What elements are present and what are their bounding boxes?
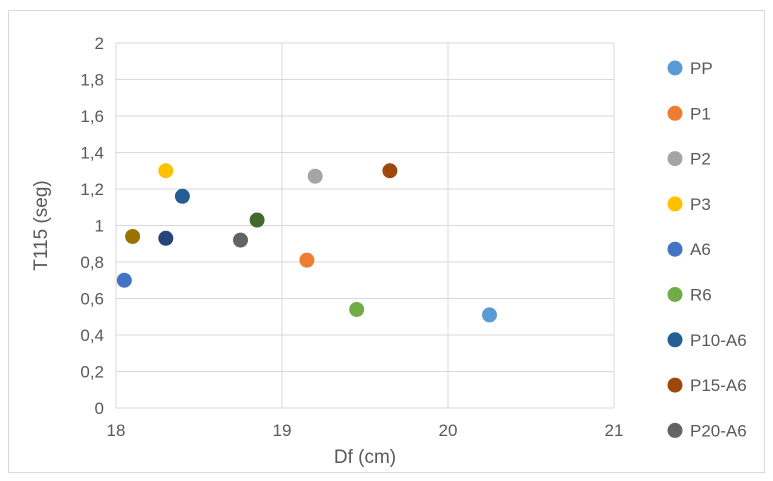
x-tick-label: 20 bbox=[439, 421, 458, 440]
y-axis-title: T115 (seg) bbox=[31, 180, 52, 270]
legend-marker-r6 bbox=[667, 287, 683, 302]
y-tick-label: 0,4 bbox=[80, 326, 104, 345]
legend-label-pp: PP bbox=[690, 59, 713, 78]
y-tick-labels: 0 0,2 0,4 0,6 0,8 1 1,2 1,4 1,6 1,8 2 bbox=[80, 34, 104, 418]
legend-marker-p10-a6 bbox=[667, 332, 683, 348]
data-point-p1 bbox=[299, 252, 315, 268]
legend-marker-a6 bbox=[667, 241, 683, 257]
y-tick-label: 1,2 bbox=[80, 180, 104, 199]
y-tick-label: 2 bbox=[95, 34, 104, 53]
y-tick-label: 0 bbox=[95, 399, 104, 418]
x-tick-labels: 18 19 20 21 bbox=[107, 421, 624, 440]
x-tick-label: 21 bbox=[605, 421, 624, 440]
data-point-p10-a6 bbox=[174, 188, 190, 204]
legend-label-r6: R6 bbox=[690, 286, 712, 305]
legend-label-a6: A6 bbox=[690, 240, 711, 259]
y-tick-label: 0,8 bbox=[80, 253, 104, 272]
legend-marker-p20-a6 bbox=[667, 422, 683, 438]
data-point-p2 bbox=[307, 168, 323, 184]
data-points bbox=[116, 163, 497, 323]
data-point-a6 bbox=[116, 272, 132, 288]
x-axis-title: Df (cm) bbox=[334, 447, 396, 468]
legend-marker-p2 bbox=[667, 151, 683, 167]
data-point-p20-a6 bbox=[233, 232, 248, 248]
data-point-p25-a6 bbox=[125, 228, 141, 244]
data-point-r6 bbox=[349, 301, 365, 317]
legend-marker-p3 bbox=[667, 196, 683, 212]
legend-label-p10-a6: P10-A6 bbox=[690, 331, 747, 350]
legend: PP P1 P2 P3 A6 R6 P10-A6 P15-A6 P20-A6 bbox=[667, 59, 747, 440]
legend-label-p20-a6: P20-A6 bbox=[690, 421, 747, 440]
x-tick-label: 19 bbox=[273, 421, 292, 440]
legend-label-p2: P2 bbox=[690, 150, 711, 169]
y-tick-label: 1,6 bbox=[80, 107, 104, 126]
y-tick-label: 1 bbox=[95, 217, 104, 236]
legend-label-p1: P1 bbox=[690, 104, 711, 123]
data-point-p30-a6 bbox=[158, 230, 174, 246]
legend-label-p3: P3 bbox=[690, 195, 711, 214]
legend-label-p15-a6: P15-A6 bbox=[690, 376, 747, 395]
chart-area: 0 0,2 0,4 0,6 0,8 1 1,2 1,4 1,6 1,8 2 18 19 20 21 PP P… bbox=[8, 10, 765, 473]
x-tick-label: 18 bbox=[107, 421, 126, 440]
y-tick-label: 0,2 bbox=[80, 363, 104, 382]
gridlines bbox=[115, 42, 615, 409]
scatter-chart: 00,20,40,60,811,21,41,61,82 18 19 20 21 PPP… bbox=[31, 34, 747, 468]
legend-marker-pp bbox=[667, 60, 683, 76]
data-point-pp bbox=[482, 307, 497, 323]
data-point-p35-a6 bbox=[249, 212, 265, 228]
y-tick-label: 1,4 bbox=[80, 144, 104, 163]
data-point-p3 bbox=[158, 163, 174, 179]
y-tick-label: 0,6 bbox=[80, 290, 104, 309]
data-point-p15-a6 bbox=[382, 163, 398, 179]
y-tick-label: 1,8 bbox=[80, 71, 104, 90]
legend-marker-p1 bbox=[667, 105, 683, 121]
legend-marker-p15-a6 bbox=[667, 377, 683, 393]
